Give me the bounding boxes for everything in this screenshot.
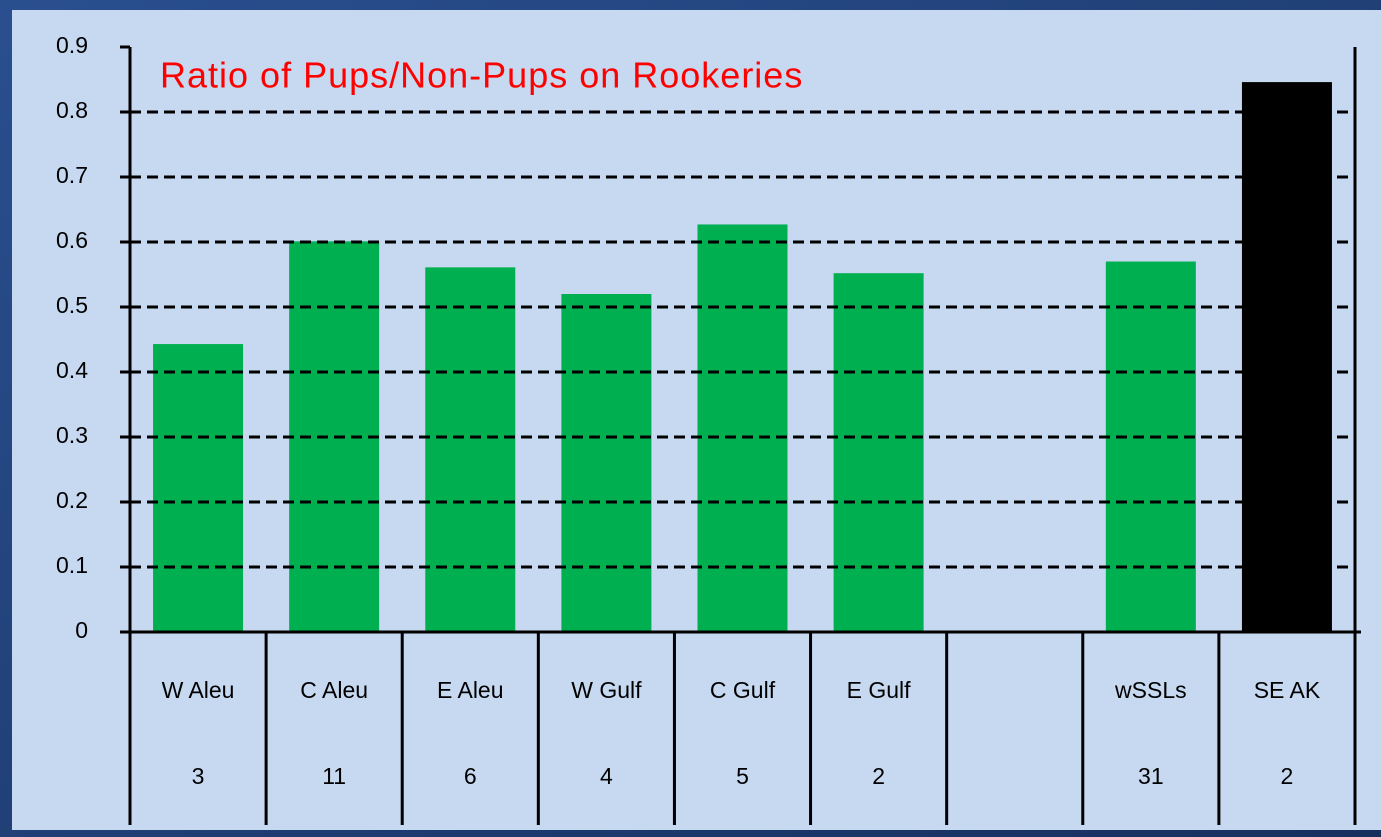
bar	[425, 267, 516, 632]
x-tick-label: C Gulf	[710, 677, 776, 703]
x-tick-label: E Aleu	[437, 677, 504, 703]
y-tick-label: 0.1	[56, 552, 88, 578]
count-label: 6	[464, 763, 477, 789]
bar	[697, 224, 788, 632]
y-tick-label: 0.8	[56, 97, 88, 123]
y-tick-label: 0.5	[56, 292, 88, 318]
count-label: 2	[1281, 763, 1294, 789]
y-tick-label: 0.9	[56, 32, 88, 58]
bar	[1105, 261, 1196, 632]
count-label: 3	[192, 763, 205, 789]
bar	[561, 294, 652, 632]
y-tick-label: 0.3	[56, 422, 88, 448]
count-label: 2	[872, 763, 885, 789]
y-tick-label: 0.4	[56, 357, 88, 383]
y-tick-label: 0	[75, 617, 88, 643]
count-label: 31	[1138, 763, 1164, 789]
x-tick-label: W Gulf	[571, 677, 642, 703]
x-tick-label: SE AK	[1254, 677, 1321, 703]
bar	[1241, 82, 1332, 633]
count-label: 5	[736, 763, 749, 789]
count-label: 11	[322, 763, 346, 789]
bar	[833, 273, 924, 632]
y-tick-label: 0.7	[56, 162, 88, 188]
y-tick-label: 0.2	[56, 487, 88, 513]
x-tick-label: W Aleu	[162, 677, 235, 703]
chart-title: Ratio of Pups/Non-Pups on Rookeries	[160, 55, 803, 96]
y-tick-label: 0.6	[56, 227, 88, 253]
count-label: 4	[600, 763, 613, 789]
x-tick-label: E Gulf	[847, 677, 912, 703]
x-tick-label: wSSLs	[1114, 677, 1187, 703]
bar	[153, 344, 244, 632]
x-tick-label: C Aleu	[300, 677, 368, 703]
